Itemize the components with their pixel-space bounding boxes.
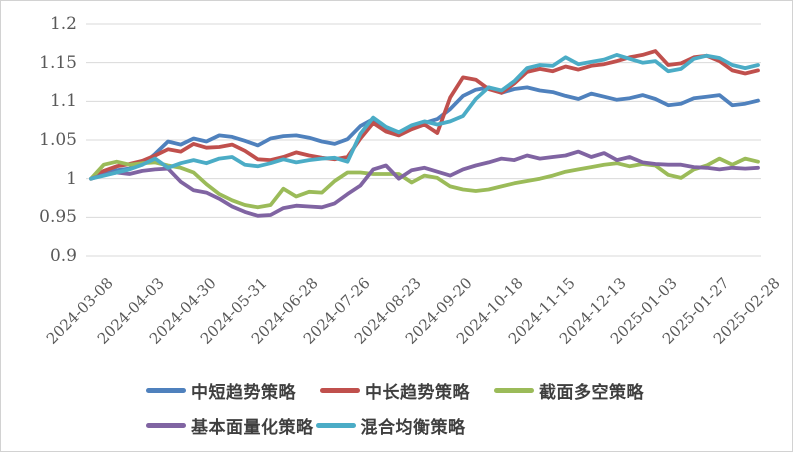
series-line-3 [89,149,760,218]
legend-line-marker-icon [494,388,534,393]
legend-row-1: 中短趋势策略 中长趋势策略 截面多空策略 [146,373,644,408]
legend-item-fundamental-quant: 基本面量化策略 [146,413,314,438]
y-axis-tick-label: 1.1 [49,91,77,112]
legend-item-medium-short-trend: 中短趋势策略 [146,378,296,403]
series-line-4 [89,53,760,181]
legend-line-marker-icon [320,388,360,393]
legend-line-marker-icon [146,423,186,428]
legend-item-cross-section-long-short: 截面多空策略 [494,378,644,403]
legend-item-label: 混合均衡策略 [360,418,466,438]
legend-item-label: 中长趋势策略 [365,383,470,403]
chart-legend: 中短趋势策略 中长趋势策略 截面多空策略 基本面量化策略 混合均衡策略 [146,373,644,443]
y-axis-tick-label: 1.05 [39,130,77,150]
legend-item-label: 截面多空策略 [539,383,644,403]
legend-line-marker-icon [315,423,356,428]
legend-item-hybrid-balanced: 混合均衡策略 [315,413,466,438]
legend-item-label: 基本面量化策略 [191,418,314,438]
legend-line-marker-icon [146,388,186,393]
series-line-1 [89,49,760,181]
y-axis-tick-label: 1.2 [49,14,77,34]
legend-row-2: 基本面量化策略 混合均衡策略 [146,408,644,443]
y-axis-tick-label: 0.95 [39,207,77,228]
y-axis-tick-label: 1 [66,168,77,189]
legend-item-medium-long-trend: 中长趋势策略 [320,378,470,403]
y-axis-tick-label: 1.15 [39,52,77,73]
legend-item-label: 中短趋势策略 [191,383,296,403]
y-axis-tick-label: 0.9 [49,246,77,266]
